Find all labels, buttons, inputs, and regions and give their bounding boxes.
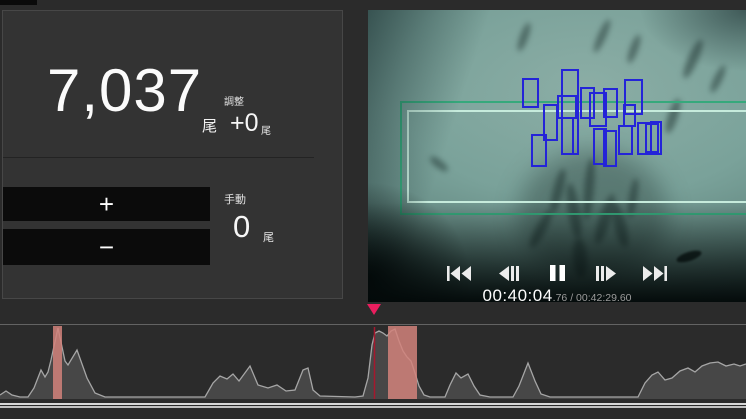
window-notch [0,0,37,5]
frame-forward-icon [595,265,617,281]
pause-icon [549,265,565,281]
panel-divider [3,157,314,158]
timecode-current: 00:40:04 [482,286,553,302]
highlight-region [53,326,62,399]
manual-label: 手動 [224,194,246,206]
activity-timeline[interactable] [0,324,746,402]
skip-end-button[interactable] [643,265,667,281]
timecode-separator: / [567,292,577,302]
timeline-scrollbar[interactable] [0,403,746,410]
counter-panel: 7,037 尾 調整 +0 尾 + − 手動 0 尾 [2,10,343,299]
frame-forward-button[interactable] [594,265,618,281]
skip-end-icon [643,265,667,281]
video-viewport: 00:40:04.76 / 00:42:29.60 [368,10,746,302]
timecode-total: 00:42:29.60 [576,292,632,302]
video-vignette [368,10,746,302]
timecode-current-frac: .76 [552,292,568,302]
bottom-filler [0,410,746,419]
decrement-button[interactable]: − [3,229,210,265]
scrollbar-track-bottom [0,406,746,408]
pause-button[interactable] [545,265,569,281]
total-count: 7,037 [47,57,203,124]
skip-start-button[interactable] [447,265,471,281]
scrollbar-track-top [0,403,746,405]
total-count-unit: 尾 [202,118,218,135]
adjust-unit: 尾 [261,126,271,137]
adjust-label: 調整 [224,97,244,108]
manual-count-unit: 尾 [263,232,274,244]
timeline-waveform [0,326,746,399]
transport-controls [368,260,746,286]
adjust-value: +0 [230,109,259,137]
playhead-marker-icon[interactable] [367,304,381,315]
frame-back-button[interactable] [496,265,520,281]
manual-count: 0 [233,209,251,244]
increment-button[interactable]: + [3,187,210,221]
frame-back-icon [498,265,519,281]
timecode: 00:40:04.76 / 00:42:29.60 [368,286,746,302]
highlight-region [388,326,417,399]
skip-start-icon [447,265,471,281]
